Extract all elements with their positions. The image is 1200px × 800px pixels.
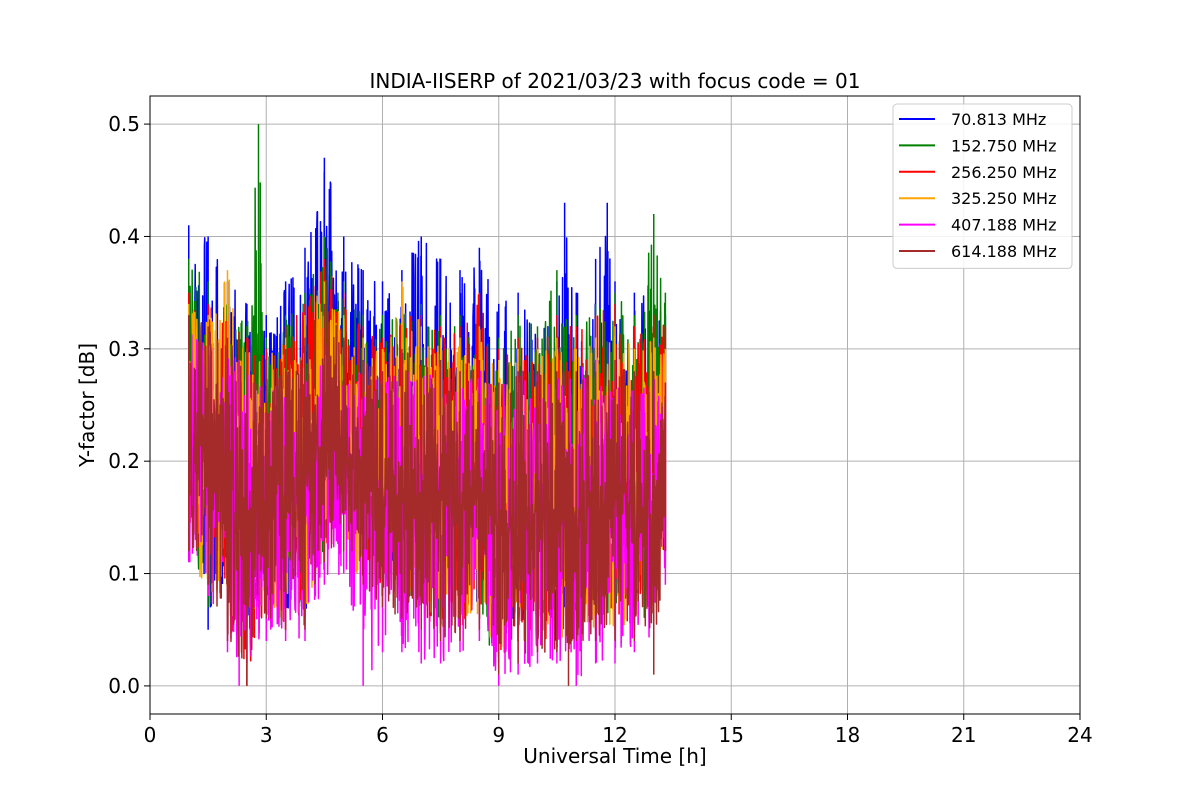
legend-label: 152.750 MHz: [951, 136, 1056, 155]
x-tick-label: 12: [602, 723, 627, 747]
axis-ticks: 0 3 6 9 12 15 18 21 24 0.0 0.1 0.2 0.3 0.4 0.5: [108, 112, 1093, 747]
legend-label: 614.188 MHz: [951, 242, 1056, 261]
y-tick-label: 0.4: [108, 224, 140, 248]
series-layer: [188, 124, 667, 686]
y-axis-title: Y-factor [dB]: [75, 343, 99, 468]
x-tick-label: 18: [835, 723, 860, 747]
x-tick-label: 0: [144, 723, 157, 747]
x-tick-label: 21: [951, 723, 976, 747]
x-tick-label: 9: [492, 723, 505, 747]
y-tick-label: 0.3: [108, 337, 140, 361]
y-tick-label: 0.1: [108, 562, 140, 586]
x-tick-label: 6: [376, 723, 389, 747]
y-tick-label: 0.2: [108, 449, 140, 473]
chart-title: INDIA-IISERP of 2021/03/23 with focus co…: [370, 69, 861, 93]
legend-label: 325.250 MHz: [951, 189, 1056, 208]
y-tick-label: 0.5: [108, 112, 140, 136]
legend: 70.813 MHz 152.750 MHz 256.250 MHz 325.250 …: [892, 103, 1073, 269]
x-axis-title: Universal Time [h]: [523, 744, 706, 768]
x-tick-label: 24: [1067, 723, 1092, 747]
legend-box: [892, 103, 1073, 269]
legend-label: 70.813 MHz: [951, 110, 1046, 129]
legend-label: 256.250 MHz: [951, 163, 1056, 182]
x-tick-label: 15: [719, 723, 744, 747]
y-tick-label: 0.0: [108, 674, 140, 698]
x-tick-label: 3: [260, 723, 273, 747]
legend-label: 407.188 MHz: [951, 216, 1056, 235]
series-line: [188, 303, 667, 686]
